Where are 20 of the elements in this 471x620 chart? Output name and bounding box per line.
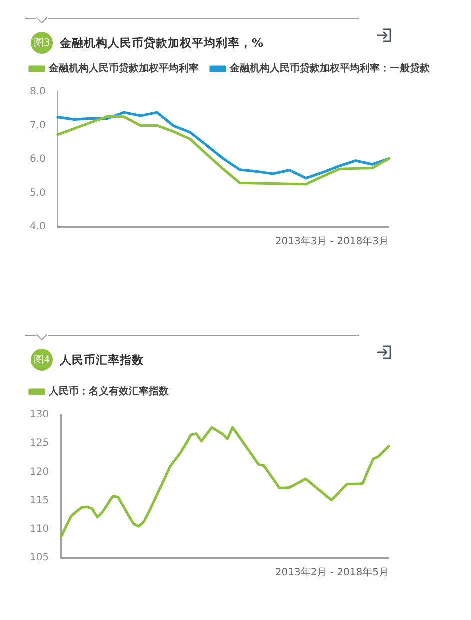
x-axis-title: 2013年3月 - 2018年3月 xyxy=(275,236,389,248)
y-tick-label: 120 xyxy=(30,466,50,478)
chart-title: 金融机构人民币贷款加权平均利率，% xyxy=(60,35,264,51)
y-tick-label: 115 xyxy=(30,495,50,506)
caption: 图4 xyxy=(34,354,50,366)
legend-label: 金融机构人民币贷款加权平均利率 xyxy=(48,62,199,75)
y-tick-label: 105 xyxy=(30,552,50,564)
caption: 图3 xyxy=(34,38,50,48)
y-tick-label: 7.0 xyxy=(30,120,46,132)
y-tick-label: 110 xyxy=(30,524,50,535)
legend-label: 人民币：名义有效汇率指数 xyxy=(48,386,170,398)
y-tick-label: 4.0 xyxy=(30,222,46,233)
x-axis-title: 2013年2月 - 2018年5月 xyxy=(275,566,389,579)
y-tick-label: 125 xyxy=(30,438,50,450)
chart-title: 人民币汇率指数 xyxy=(60,352,144,368)
y-tick-label: 5.0 xyxy=(30,188,46,199)
y-tick-label: 130 xyxy=(30,410,50,421)
y-tick-label: 6.0 xyxy=(30,154,46,166)
y-tick-label: 8.0 xyxy=(30,86,46,98)
legend-label: 金融机构人民币贷款加权平均利率：一般贷款 xyxy=(229,62,431,75)
